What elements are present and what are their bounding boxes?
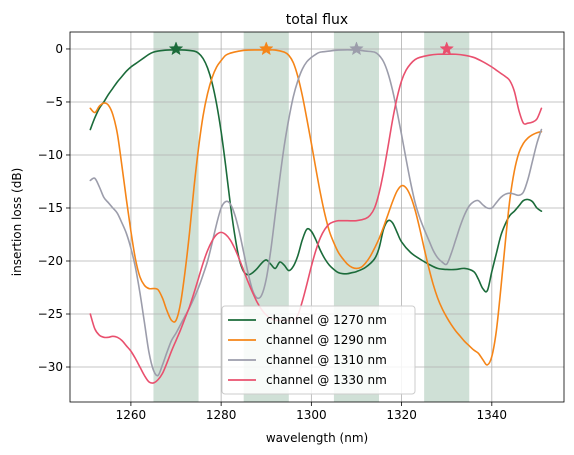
x-axis-ticks: 1260 1280 1300 1320 1340 — [116, 402, 507, 422]
chart-title: total flux — [286, 12, 348, 28]
channel-band-4 — [424, 32, 470, 402]
y-tick-label: −20 — [38, 254, 63, 268]
y-tick-label: −25 — [38, 307, 63, 321]
y-tick-label: −10 — [38, 148, 63, 162]
star-marker-3 — [349, 41, 364, 56]
series-line-2 — [89, 49, 543, 366]
legend: channel @ 1270 nm channel @ 1290 nm channe… — [221, 305, 416, 395]
center-markers — [168, 41, 455, 56]
star-marker-1 — [168, 41, 184, 56]
y-tick-label: −5 — [45, 95, 63, 109]
legend-label: channel @ 1270 nm — [266, 313, 387, 327]
legend-box — [221, 305, 416, 395]
legend-label: channel @ 1310 nm — [266, 353, 387, 367]
y-tick-label: 0 — [55, 42, 63, 56]
x-tick-label: 1340 — [477, 408, 508, 422]
legend-label: channel @ 1290 nm — [266, 333, 387, 347]
star-marker-4 — [439, 41, 455, 56]
x-tick-label: 1300 — [296, 408, 327, 422]
y-tick-label: −30 — [38, 360, 63, 374]
y-tick-label: −15 — [38, 201, 63, 215]
y-axis-ticks: 0 −5 −10 −15 −20 −25 −30 — [38, 42, 70, 374]
y-axis-label: insertion loss (dB) — [10, 168, 24, 277]
x-tick-label: 1260 — [116, 408, 147, 422]
x-tick-label: 1320 — [386, 408, 417, 422]
star-marker-2 — [258, 41, 274, 56]
series-line-1 — [89, 49, 543, 293]
x-axis-label: wavelength (nm) — [266, 431, 368, 445]
series-line-3 — [89, 49, 543, 377]
x-tick-label: 1280 — [206, 408, 237, 422]
legend-label: channel @ 1330 nm — [266, 373, 387, 387]
plot-frame — [69, 31, 565, 403]
